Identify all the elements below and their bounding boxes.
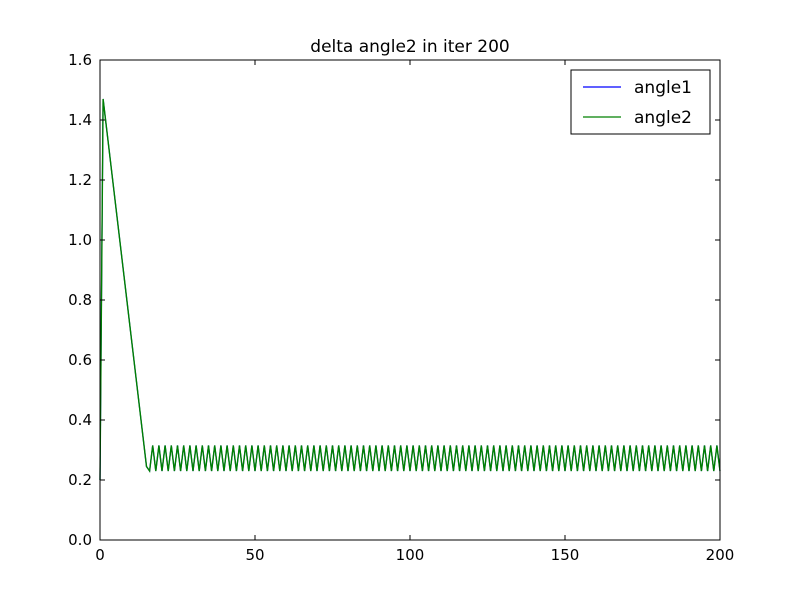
y-tick-label: 1.6 (68, 51, 92, 69)
y-tick-label: 1.2 (68, 171, 92, 189)
series-line-angle2 (99, 98, 721, 481)
y-tick-label: 0.6 (68, 351, 92, 369)
legend-label-angle1: angle1 (634, 78, 692, 98)
legend: angle1 angle2 (570, 69, 711, 135)
tick-layer: 0 50 100 150 200 0.0 0.2 0.4 0.6 0.8 1.0 1.2 1.4 1.6 (68, 51, 734, 564)
legend-box (570, 69, 711, 135)
y-tick-label: 0.0 (68, 531, 92, 549)
y-tick-label: 0.8 (68, 291, 92, 309)
series-layer (99, 98, 721, 481)
y-tick-label: 0.4 (68, 411, 92, 429)
x-tick-label: 50 (245, 546, 264, 564)
x-tick-label: 100 (396, 546, 425, 564)
chart-title: delta angle2 in iter 200 (310, 37, 509, 57)
y-tick-label: 0.2 (68, 471, 92, 489)
y-tick-label: 1.0 (68, 231, 92, 249)
x-tick-label: 0 (95, 546, 105, 564)
legend-label-angle2: angle2 (634, 108, 692, 128)
x-tick-label: 200 (706, 546, 735, 564)
x-tick-label: 150 (551, 546, 580, 564)
y-tick-label: 1.4 (68, 111, 92, 129)
